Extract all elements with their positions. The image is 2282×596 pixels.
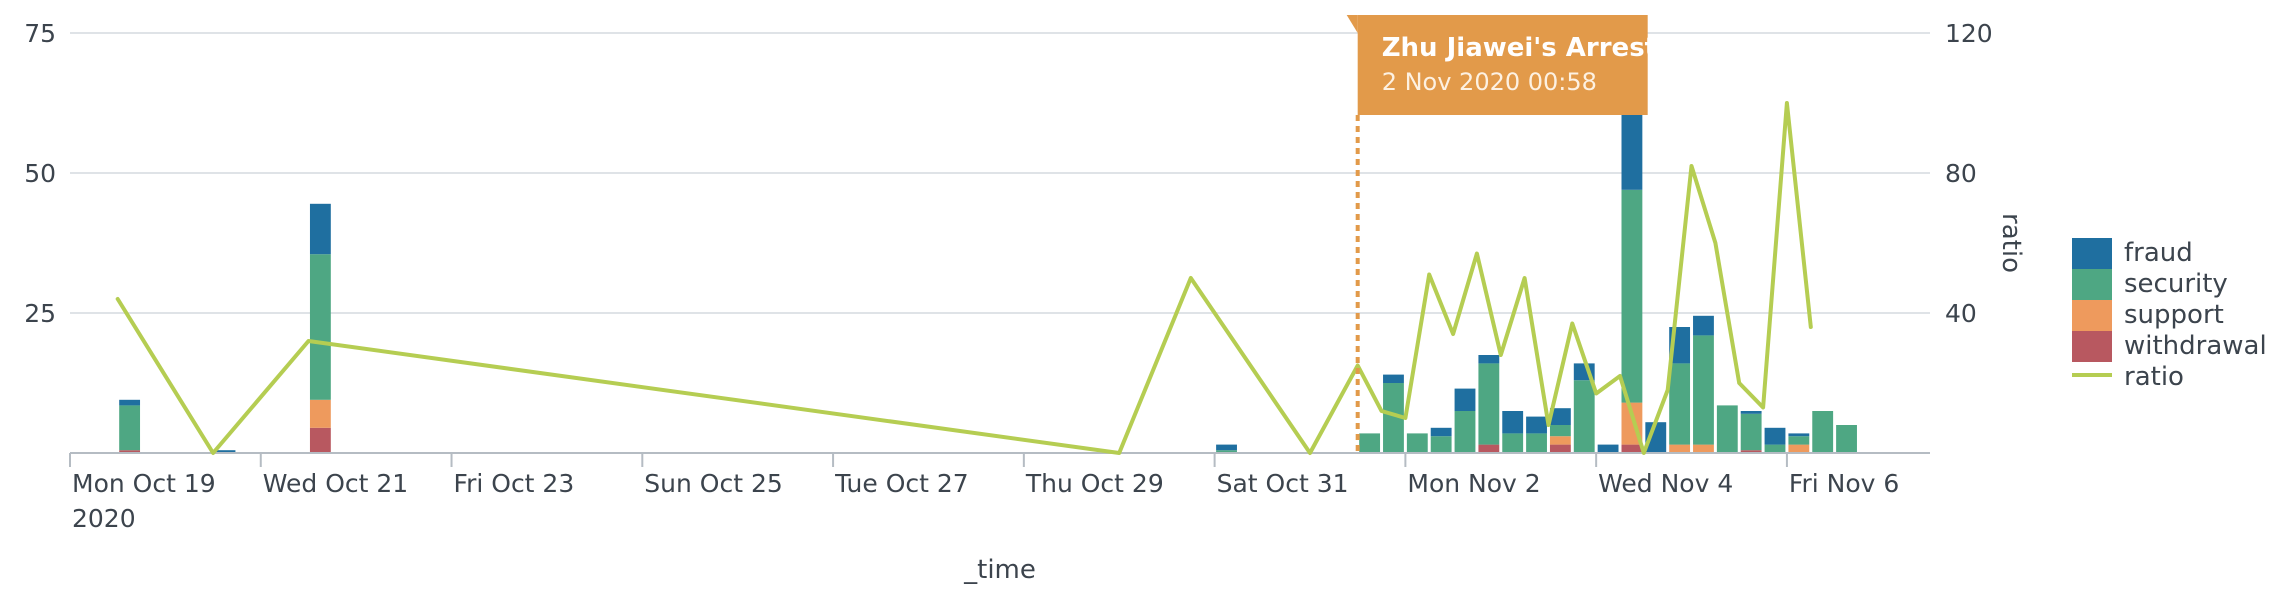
bar-segment-security	[1216, 450, 1237, 453]
annotation-layer: Zhu Jiawei's Arrest 2 Nov 2020 00:58	[1346, 15, 1657, 453]
legend-swatch-security	[2072, 269, 2112, 300]
bar-segment-security	[1502, 433, 1524, 453]
bar-segment-fraud	[1740, 411, 1762, 414]
x-tick-sublabel: 2020	[72, 504, 136, 533]
bar-segment-fraud	[1383, 374, 1404, 383]
bar-segment-withdrawal	[1740, 450, 1762, 453]
bar-segment-security	[1526, 433, 1547, 453]
legend-label-withdrawal: withdrawal	[2124, 331, 2267, 361]
bar-segment-security	[1573, 380, 1595, 453]
axis-layer: _time ratio Mon Oct 19 2020 Wed Oct 21 Fri …	[69, 213, 2026, 585]
y-left-tick-label: 50	[24, 159, 56, 188]
bar-segment-security	[1359, 433, 1381, 453]
x-tick-label: Sat Oct 31	[1217, 469, 1349, 498]
bar-segment-security	[1478, 363, 1500, 445]
bar-segment-fraud	[214, 450, 236, 453]
bar-segment-support	[1693, 444, 1714, 453]
legend-label-security: security	[2124, 269, 2228, 299]
bar-segment-security	[1788, 436, 1810, 445]
bar-segment-security	[1669, 363, 1691, 445]
bar-segment-withdrawal	[1621, 444, 1643, 453]
bar-segment-security	[1621, 189, 1643, 403]
y-left-tick-label: 25	[24, 299, 56, 328]
bar-segment-security	[309, 254, 331, 400]
bar-segment-withdrawal	[309, 427, 331, 453]
legend-label-fraud: fraud	[2124, 238, 2193, 268]
legend-label-ratio: ratio	[2124, 362, 2184, 392]
annotation-title: Zhu Jiawei's Arrest	[1382, 33, 1657, 63]
bar-segment-fraud	[119, 399, 141, 406]
bar-segment-support	[1788, 444, 1810, 453]
bar-segment-security	[1454, 411, 1476, 453]
x-tick-label: Fri Nov 6	[1789, 469, 1899, 498]
x-axis-title: _time	[963, 555, 1036, 585]
y-left-tick-label: 75	[24, 19, 56, 48]
bar-segment-support	[1669, 444, 1691, 453]
bar-segment-withdrawal	[1549, 444, 1571, 453]
bar-segment-security	[1383, 383, 1404, 453]
bar-segment-fraud	[1621, 114, 1643, 190]
bar-segment-fraud	[1478, 355, 1500, 364]
y-right-tick-label: 120	[1945, 19, 1993, 48]
bar-segment-fraud	[1430, 427, 1452, 437]
x-tick-label: Sun Oct 25	[644, 469, 783, 498]
bar-segment-fraud	[1764, 427, 1786, 445]
bar-segment-security	[1764, 444, 1786, 453]
bar-segment-fraud	[309, 203, 331, 255]
annotation-flag	[1357, 15, 1648, 115]
bar-segment-withdrawal	[119, 450, 141, 453]
x-tick-label: Thu Oct 29	[1025, 469, 1164, 498]
bar-segment-fraud	[1788, 433, 1810, 437]
x-tick-label: Tue Oct 27	[834, 469, 969, 498]
y-right-axis-title: ratio	[1996, 213, 2026, 273]
bar-segment-security	[1406, 433, 1428, 453]
ratio-line	[115, 101, 1813, 455]
annotation-subtitle: 2 Nov 2020 00:58	[1382, 68, 1597, 96]
legend-label-support: support	[2124, 300, 2224, 330]
bar-segment-fraud	[1454, 388, 1476, 411]
legend-swatch-withdrawal	[2072, 331, 2112, 362]
bar-segment-withdrawal	[1478, 444, 1500, 453]
x-tick-label: Fri Oct 23	[454, 469, 575, 498]
bars-layer	[119, 114, 1857, 453]
bar-segment-fraud	[1502, 411, 1524, 434]
bar-segment-fraud	[1693, 315, 1714, 336]
bar-segment-security	[1740, 413, 1762, 451]
x-tick-label: Wed Oct 21	[263, 469, 408, 498]
bar-segment-fraud	[1549, 408, 1571, 425]
bar-segment-security	[1836, 425, 1857, 453]
bar-segment-security	[1812, 411, 1834, 453]
bar-segment-support	[309, 399, 331, 428]
y-right-tick-label: 80	[1945, 159, 1977, 188]
x-tick-label: Mon Nov 2	[1407, 469, 1540, 498]
bar-segment-security	[1430, 436, 1452, 453]
x-tick-label: Wed Nov 4	[1598, 469, 1733, 498]
bar-segment-support	[1549, 436, 1571, 445]
ratio-line-layer	[115, 101, 1813, 455]
bar-segment-security	[119, 405, 141, 451]
bar-segment-security	[1716, 405, 1738, 453]
bar-segment-security	[1693, 335, 1714, 445]
bar-segment-security	[1549, 425, 1571, 437]
x-tick-label: Mon Oct 19	[72, 469, 216, 498]
legend-swatch-support	[2072, 300, 2112, 331]
bar-segment-fraud	[1216, 444, 1237, 451]
bar-segment-fraud	[1597, 444, 1619, 453]
y-right-tick-label: 40	[1945, 299, 1977, 328]
legend-swatch-fraud	[2072, 238, 2112, 269]
bar-segment-fraud	[1526, 416, 1547, 434]
annotation-flag-notch	[1346, 15, 1358, 33]
